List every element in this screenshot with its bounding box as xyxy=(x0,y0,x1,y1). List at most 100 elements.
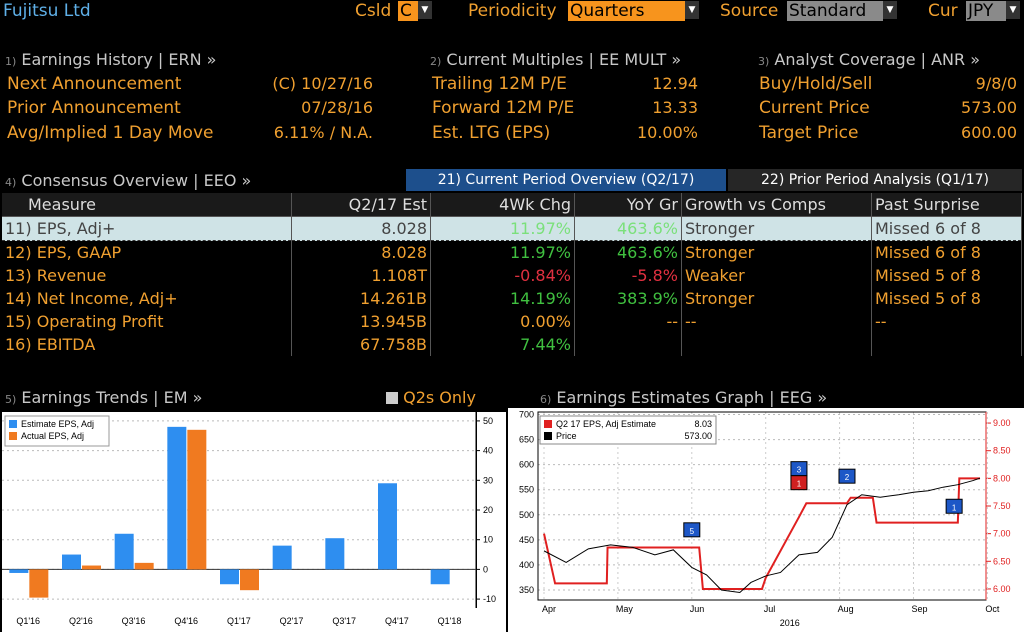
legend-swatch xyxy=(544,432,552,440)
row-number: 11) xyxy=(5,219,32,238)
row-surprise: -- xyxy=(871,310,1022,333)
consensus-overview-title[interactable]: 4) Consensus Overview | EEO » xyxy=(5,171,251,190)
bar xyxy=(82,565,101,570)
marker-box xyxy=(683,522,701,538)
left-tick-label: 600 xyxy=(519,460,534,470)
row-comps: Stronger xyxy=(681,240,872,264)
bar xyxy=(272,545,292,570)
bar xyxy=(167,426,187,570)
x-tick-label: Apr xyxy=(542,604,556,614)
estimate-line xyxy=(543,477,980,590)
y-tick-label: 10 xyxy=(483,535,493,545)
forward-pe-label: Forward 12M P/E xyxy=(432,98,575,118)
toggle-label: Q2s Only xyxy=(403,388,476,407)
x-tick-label: Q3'17 xyxy=(332,616,356,626)
table-row[interactable]: 15) Operating Profit 13.945B 0.00% -- --… xyxy=(2,310,1022,333)
row-yoy: -5.8% xyxy=(574,264,682,287)
bar xyxy=(29,569,49,598)
legend: Q2 17 EPS, Adj Estimate 8.03 Price 573.00 xyxy=(539,415,717,445)
legend-box xyxy=(539,415,717,445)
legend: Estimate EPS, Adj Actual EPS, Adj xyxy=(4,415,110,447)
right-tick-label: 8.50 xyxy=(993,446,1011,456)
source-value: Standard xyxy=(787,1,883,21)
earnings-trends-title[interactable]: 5) Earnings Trends | EM » xyxy=(5,388,202,407)
table-row[interactable]: 13) Revenue 1.108T -0.84% -5.8% Weaker M… xyxy=(2,264,1022,287)
event-marker: 5 xyxy=(683,522,701,538)
row-number: 15) xyxy=(5,312,32,331)
right-tick-label: 7.00 xyxy=(993,529,1011,539)
source-dropdown[interactable]: Standard ▼ xyxy=(787,1,897,21)
x-tick-label: Oct xyxy=(985,604,1000,614)
row-comps: Stronger xyxy=(681,287,872,310)
row-chg: 0.00% xyxy=(430,310,575,333)
row-comps: Stronger xyxy=(681,216,872,241)
current-multiples-title[interactable]: 2) Current Multiples | EE MULT » xyxy=(430,50,681,69)
marker-box xyxy=(838,468,856,484)
y-tick-label: 20 xyxy=(483,505,493,515)
event-marker: 1 xyxy=(790,475,808,491)
x-tick-label: Aug xyxy=(838,604,854,614)
currency-value: JPY xyxy=(966,1,1006,21)
company-name: Fujitsu Ltd xyxy=(3,1,91,21)
x-tick-label: Sep xyxy=(911,604,927,614)
avg-move-label: Avg/Implied 1 Day Move xyxy=(7,123,214,143)
tab-prior-period[interactable]: 22) Prior Period Analysis (Q1/17) xyxy=(728,169,1022,191)
row-yoy: -- xyxy=(574,310,682,333)
right-tick-label: 6.00 xyxy=(993,584,1011,594)
right-tick-label: 9.00 xyxy=(993,418,1011,428)
csld-label: Csld xyxy=(355,1,392,21)
table-row[interactable]: 11) EPS, Adj+ 8.028 11.97% 463.6% Strong… xyxy=(2,216,1022,241)
bar xyxy=(62,554,81,570)
table-row[interactable]: 16) EBITDA 67.758B 7.44% xyxy=(2,333,1022,356)
source-label: Source xyxy=(720,1,779,21)
periodicity-label: Periodicity xyxy=(468,1,557,21)
est-ltg-value: 10.00% xyxy=(636,123,698,142)
panel-title-text: Consensus Overview | EEO » xyxy=(21,171,252,190)
bar xyxy=(187,429,207,570)
csld-value: C xyxy=(398,1,418,21)
analyst-coverage-title[interactable]: 3) Analyst Coverage | ANR » xyxy=(758,50,980,69)
buy-hold-sell-label: Buy/Hold/Sell xyxy=(759,74,873,94)
left-tick-label: 700 xyxy=(519,410,534,420)
x-tick-label: Jul xyxy=(764,604,776,614)
row-measure: EBITDA xyxy=(36,335,96,354)
left-tick-label: 450 xyxy=(519,535,534,545)
panel-title-text: Current Multiples | EE MULT » xyxy=(446,50,682,69)
currency-label: Cur xyxy=(928,1,958,21)
currency-dropdown[interactable]: JPY ▼ xyxy=(966,1,1020,21)
row-est: 8.028 xyxy=(291,240,431,264)
marker-label: 3 xyxy=(797,466,802,475)
row-surprise: Missed 5 of 8 xyxy=(871,287,1022,310)
tab-current-period[interactable]: 21) Current Period Overview (Q2/17) xyxy=(406,169,726,191)
legend-label: Actual EPS, Adj xyxy=(21,431,84,441)
legend-label: Price xyxy=(556,431,577,441)
col-chg[interactable]: 4Wk Chg xyxy=(430,193,575,217)
row-est: 1.108T xyxy=(291,264,431,287)
col-surprise[interactable]: Past Surprise xyxy=(871,193,1022,217)
row-measure: Net Income, Adj+ xyxy=(36,289,178,308)
row-est: 67.758B xyxy=(291,333,431,356)
x-tick-label: Jun xyxy=(690,604,705,614)
col-measure[interactable]: Measure xyxy=(2,193,292,217)
trailing-pe-value: 12.94 xyxy=(652,74,698,93)
panel-number: 1) xyxy=(5,55,17,68)
legend-label: Estimate EPS, Adj xyxy=(21,419,94,429)
earnings-estimates-graph-title[interactable]: 6) Earnings Estimates Graph | EEG » xyxy=(540,388,827,407)
col-est[interactable]: Q2/17 Est xyxy=(291,193,431,217)
col-yoy[interactable]: YoY Gr xyxy=(574,193,682,217)
legend-label: Q2 17 EPS, Adj Estimate xyxy=(556,419,656,429)
row-comps xyxy=(681,333,872,356)
panel-title-text: Analyst Coverage | ANR » xyxy=(774,50,981,69)
marker-label: 1 xyxy=(797,480,802,489)
periodicity-dropdown[interactable]: Quarters ▼ xyxy=(568,1,699,21)
q2s-only-toggle[interactable]: Q2s Only xyxy=(386,388,476,407)
bar xyxy=(378,483,397,570)
earnings-history-title[interactable]: 1) Earnings History | ERN » xyxy=(5,50,216,69)
left-tick-label: 350 xyxy=(519,585,534,595)
col-comps[interactable]: Growth vs Comps xyxy=(681,193,872,217)
row-measure: EPS, Adj+ xyxy=(36,219,116,238)
table-row[interactable]: 12) EPS, GAAP 8.028 11.97% 463.6% Strong… xyxy=(2,240,1022,264)
table-row[interactable]: 14) Net Income, Adj+ 14.261B 14.19% 383.… xyxy=(2,287,1022,310)
right-tick-label: 7.50 xyxy=(993,501,1011,511)
csld-dropdown[interactable]: C ▼ xyxy=(398,1,432,21)
